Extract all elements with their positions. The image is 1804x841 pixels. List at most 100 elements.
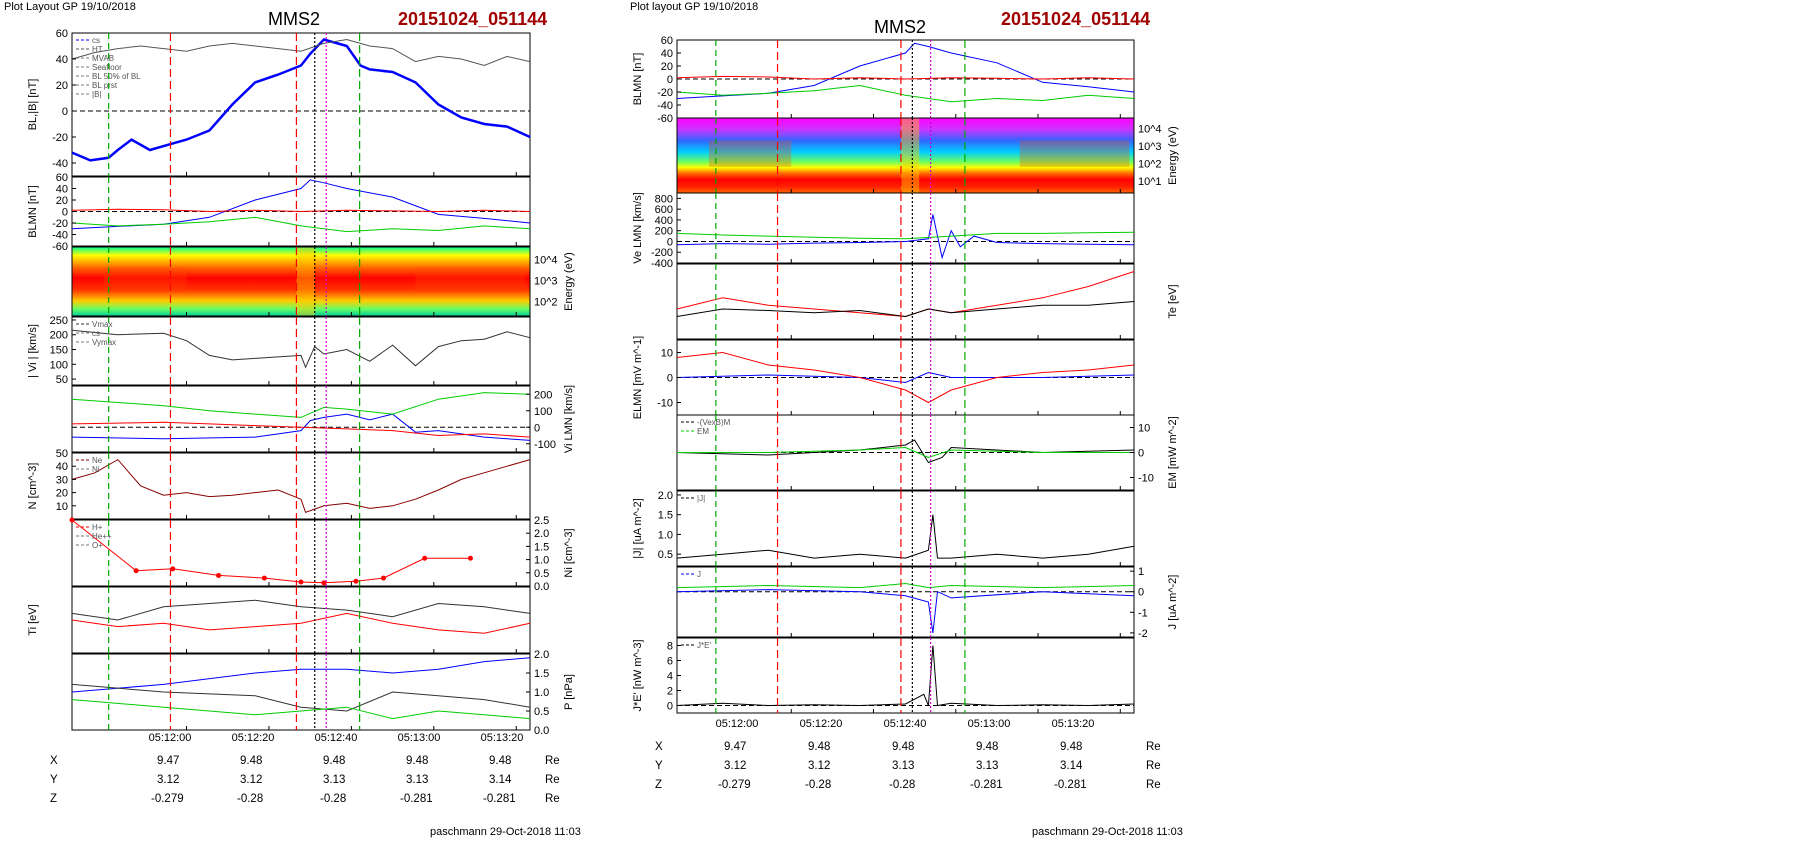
y-axis-label: BL,|B| [nT] <box>27 79 39 131</box>
orbit-unit: Re <box>545 793 560 805</box>
y-tick-label: 40 <box>56 461 68 473</box>
panel-frame <box>676 263 1135 340</box>
data-point <box>261 575 267 581</box>
orbit-value: -0.281 <box>400 793 433 805</box>
left-time-tick: 05:12:40 <box>314 732 358 744</box>
data-point <box>298 579 304 585</box>
right-time-tick: 05:12:40 <box>883 718 927 730</box>
orbit-value: 3.12 <box>240 774 263 786</box>
y-tick-label: 10 <box>661 348 673 360</box>
y-tick-label: -40 <box>657 100 673 112</box>
y-tick-label: -40 <box>52 230 68 242</box>
y-tick-label: 20 <box>56 488 68 500</box>
orbit-value: 9.48 <box>323 755 346 767</box>
orbit-label: Y <box>655 760 663 772</box>
data-point <box>380 575 386 581</box>
series-line <box>71 208 531 213</box>
panel-frame <box>71 452 531 520</box>
legend-entry: Seafloor <box>92 63 122 72</box>
spectrogram <box>72 247 530 316</box>
y-tick-label: -40 <box>52 158 68 170</box>
y-axis-label: J [uA m^-2] <box>1167 575 1179 630</box>
legend-entry: Ni <box>92 465 100 474</box>
panel-frame <box>71 32 531 177</box>
y-tick-label: -20 <box>657 87 673 99</box>
right-time-tick: 05:13:00 <box>967 718 1011 730</box>
panel-frame <box>71 586 531 654</box>
y-tick-label: 2.0 <box>534 528 549 540</box>
series-line <box>71 657 531 693</box>
legend-entry: Ne <box>92 456 103 465</box>
orbit-label: X <box>655 741 663 753</box>
y-tick-label: 1.0 <box>534 555 549 567</box>
y-tick-label: 200 <box>50 330 68 342</box>
y-tick-label: 400 <box>655 215 673 227</box>
data-point <box>216 572 222 578</box>
orbit-value: 9.48 <box>489 755 512 767</box>
legend-entry: MVAB <box>92 54 114 63</box>
y-tick-label: 200 <box>534 389 552 401</box>
y-tick-label: -10 <box>657 398 673 410</box>
spectrogram-band <box>1019 140 1130 167</box>
spectrogram-band <box>900 118 920 193</box>
orbit-value: 9.47 <box>724 741 747 753</box>
y-tick-label: -400 <box>651 258 673 270</box>
series-line <box>71 458 531 514</box>
legend-entry: cs <box>92 329 100 338</box>
y-tick-label: 10 <box>56 501 68 513</box>
y-tick-label: 20 <box>56 195 68 207</box>
y-tick-label: 1 <box>1138 566 1144 578</box>
y-tick-label: 50 <box>56 374 68 386</box>
y-tick-label: 1.5 <box>534 668 549 680</box>
y-tick-label: 0.5 <box>534 568 549 580</box>
y-tick-label: 150 <box>50 345 68 357</box>
orbit-label: Z <box>655 779 663 791</box>
orbit-value: -0.28 <box>805 779 832 791</box>
orbit-unit: Re <box>1146 779 1161 791</box>
orbit-value: 3.14 <box>489 774 512 786</box>
y-axis-label: Energy (eV) <box>563 252 575 311</box>
series-line <box>676 231 1135 240</box>
data-point <box>353 578 359 584</box>
spectrogram-fill <box>677 118 1134 193</box>
y-tick-label: 0 <box>62 207 68 219</box>
y-tick-label: 0 <box>667 236 673 248</box>
y-axis-label: Vi LMN [km/s] <box>563 385 575 453</box>
y-tick-label: 0.0 <box>534 581 549 593</box>
y-tick-label: 10 <box>1138 423 1150 435</box>
left-event-id: 20151024_051144 <box>398 9 548 29</box>
y-tick-label: -2 <box>1138 628 1148 640</box>
orbit-value: 3.13 <box>406 774 429 786</box>
left-probe-title: MMS2 <box>268 9 321 29</box>
right-probe-title: MMS2 <box>874 17 927 37</box>
y-tick-label: 1.5 <box>658 510 673 522</box>
y-axis-label: EM [mW m^-2] <box>1167 416 1179 488</box>
y-tick-label: 0.5 <box>534 706 549 718</box>
y-tick-label: -60 <box>52 241 68 253</box>
y-tick-label: 0 <box>62 106 68 118</box>
y-tick-label: 2.0 <box>658 490 673 502</box>
series-line <box>71 216 531 233</box>
legend-entry: |J| <box>697 494 705 503</box>
legend-entry: Vmax <box>92 320 112 329</box>
legend-entry: -(VexB)M <box>697 418 731 427</box>
y-tick-label: 10^2 <box>1138 158 1162 170</box>
panel-frame <box>676 192 1135 264</box>
series-line <box>676 371 1135 384</box>
y-tick-label: 8 <box>667 641 673 653</box>
left-footer: paschmann 29-Oct-2018 11:03 <box>430 826 581 838</box>
y-axis-label: | Vi | [km/s] <box>27 324 39 378</box>
y-tick-label: 250 <box>50 315 68 327</box>
spectrogram-band <box>104 267 187 292</box>
orbit-value: -0.28 <box>320 793 347 805</box>
right-time-tick: 05:12:20 <box>799 718 843 730</box>
left-time-tick: 05:12:00 <box>148 732 192 744</box>
series-line <box>71 421 531 438</box>
spectrogram-band <box>296 247 315 316</box>
y-axis-label: N [cm^-3] <box>27 463 39 510</box>
series-line <box>676 582 1135 589</box>
orbit-value: 9.47 <box>157 755 180 767</box>
series-line <box>676 301 1135 318</box>
legend-entry: BL prst <box>92 81 118 90</box>
series-line <box>677 446 1134 459</box>
